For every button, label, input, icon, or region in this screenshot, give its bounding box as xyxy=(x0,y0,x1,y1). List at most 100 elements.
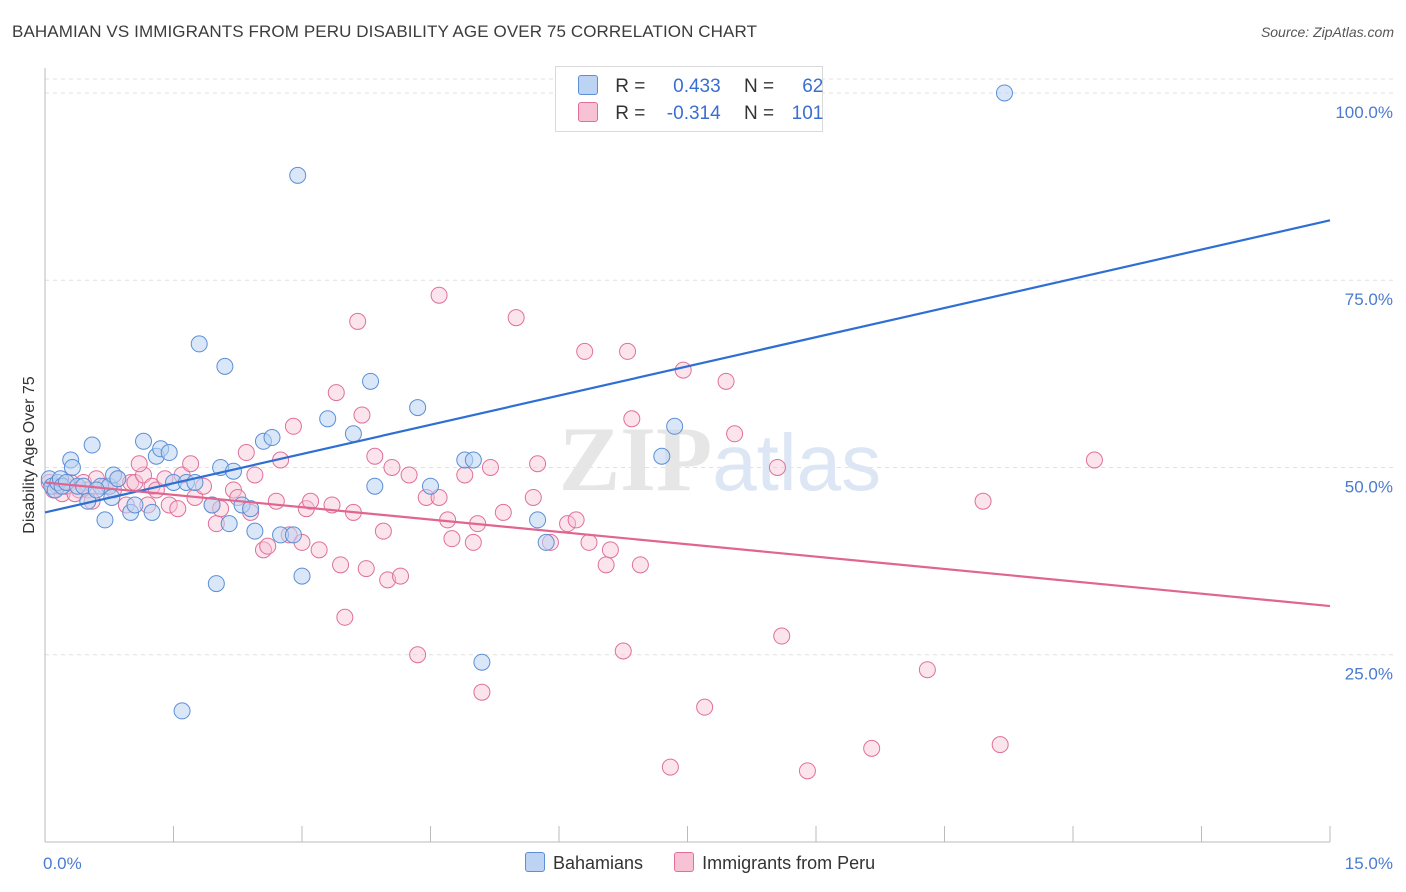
peru-point xyxy=(481,458,499,476)
bahamians-point xyxy=(203,496,221,514)
peru-point xyxy=(661,758,679,776)
legend-row-bahamians: R = 0.433 N = 62 xyxy=(578,75,823,101)
n-value: 101 xyxy=(791,103,824,124)
peru-point xyxy=(726,425,744,443)
peru-point xyxy=(631,556,649,574)
peru-swatch xyxy=(578,102,598,122)
x-tick-label: 15.0% xyxy=(1345,854,1393,873)
peru-point xyxy=(1085,451,1103,469)
bahamians-point xyxy=(263,429,281,447)
bahamians-point xyxy=(207,575,225,593)
bahamians-point xyxy=(366,477,384,495)
peru-point xyxy=(576,342,594,360)
peru-point xyxy=(409,646,427,664)
peru-point xyxy=(332,556,350,574)
bahamians-point xyxy=(362,372,380,390)
peru-point xyxy=(430,286,448,304)
watermark: ZIPatlas xyxy=(559,408,881,510)
peru-point xyxy=(524,488,542,506)
peru-point xyxy=(529,455,547,473)
peru-point xyxy=(717,372,735,390)
peru-point xyxy=(623,410,641,428)
bahamians-swatch xyxy=(578,75,598,95)
y-tick-label: 75.0% xyxy=(1345,290,1393,309)
peru-point xyxy=(696,698,714,716)
legend-row-peru: R = -0.314 N = 101 xyxy=(578,102,823,128)
bahamians-point xyxy=(63,458,81,476)
peru-point xyxy=(619,342,637,360)
bahamians-point xyxy=(96,511,114,529)
r-value: 0.433 xyxy=(673,76,721,97)
peru-swatch xyxy=(674,852,695,872)
tick-labels: 25.0% 50.0% 75.0% 100.0% 0.0% 15.0% xyxy=(43,103,1393,873)
peru-point xyxy=(798,762,816,780)
bahamians-point xyxy=(83,436,101,454)
peru-point xyxy=(366,447,384,465)
peru-point xyxy=(473,683,491,701)
bahamians-point xyxy=(529,511,547,529)
peru-point xyxy=(267,492,285,510)
peru-point xyxy=(259,537,277,555)
legend-label-bahamians: Bahamians xyxy=(553,853,644,873)
r-label: R = xyxy=(615,76,646,97)
peru-point xyxy=(974,492,992,510)
peru-point xyxy=(357,560,375,578)
bahamians-point xyxy=(666,417,684,435)
peru-point xyxy=(284,417,302,435)
peru-point xyxy=(327,384,345,402)
y-axis-title: Disability Age Over 75 xyxy=(21,376,38,534)
peru-point xyxy=(674,361,692,379)
legend-item-bahamians[interactable]: Bahamians xyxy=(525,852,643,874)
series-legend: Bahamians Immigrants from Peru xyxy=(525,852,901,874)
bahamians-point xyxy=(190,335,208,353)
n-value: 62 xyxy=(802,76,824,97)
peru-point xyxy=(494,503,512,521)
bahamians-swatch xyxy=(525,852,545,872)
bahamians-point xyxy=(319,410,337,428)
peru-point xyxy=(507,309,525,327)
peru-point xyxy=(135,466,153,484)
peru-point xyxy=(597,556,615,574)
peru-point xyxy=(169,500,187,518)
bahamians-point xyxy=(464,451,482,469)
peru-point xyxy=(383,458,401,476)
bahamians-point xyxy=(173,702,191,720)
bahamians-point xyxy=(246,522,264,540)
bahamians-point xyxy=(109,470,127,488)
y-tick-label: 50.0% xyxy=(1345,477,1393,496)
peru-point xyxy=(130,455,148,473)
bahamians-point xyxy=(409,399,427,417)
bahamians-point xyxy=(143,503,161,521)
bahamians-point xyxy=(995,84,1013,102)
peru-point xyxy=(246,466,264,484)
peru-point xyxy=(302,492,320,510)
bahamians-point xyxy=(126,496,144,514)
bahamians-point xyxy=(220,515,238,533)
bahamians-trend-line xyxy=(44,219,1331,514)
bahamians-point xyxy=(344,425,362,443)
bahamians-point xyxy=(293,567,311,585)
r-label: R = xyxy=(615,103,646,124)
bahamians-point xyxy=(289,166,307,184)
bahamians-point xyxy=(473,653,491,671)
correlation-legend: R = 0.433 N = 62 R = -0.314 N = 101 xyxy=(555,66,823,132)
peru-point xyxy=(349,312,367,330)
peru-point xyxy=(918,661,936,679)
peru-point xyxy=(768,458,786,476)
chart-title: BAHAMIAN VS IMMIGRANTS FROM PERU DISABIL… xyxy=(12,22,758,41)
peru-point xyxy=(379,571,397,589)
source-label: Source: ZipAtlas.com xyxy=(1260,24,1394,40)
peru-point xyxy=(310,541,328,559)
y-tick-label: 100.0% xyxy=(1335,103,1393,122)
peru-point xyxy=(160,496,178,514)
bahamians-point xyxy=(160,444,178,462)
peru-point xyxy=(773,627,791,645)
peru-point xyxy=(430,488,448,506)
n-label: N = xyxy=(743,103,775,124)
bahamians-point xyxy=(537,533,555,551)
peru-point xyxy=(464,533,482,551)
legend-item-peru[interactable]: Immigrants from Peru xyxy=(674,852,875,874)
peru-point xyxy=(336,608,354,626)
peru-point xyxy=(392,567,410,585)
axes xyxy=(44,68,1331,843)
